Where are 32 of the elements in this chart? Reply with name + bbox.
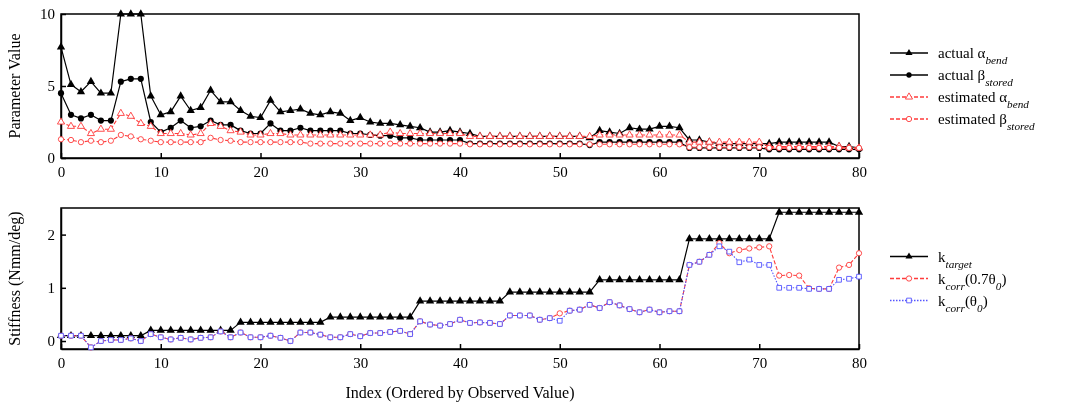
y-tick-label: 10 (40, 6, 55, 23)
x-tick-label: 20 (253, 354, 269, 371)
legend-label: estimated β$_{stored}$ (938, 111, 1035, 132)
x-tick-label: 20 (253, 163, 269, 180)
y-tick-label: 0 (47, 150, 55, 167)
x-tick-label: 10 (153, 354, 169, 371)
legend-label: k$_{target}$ (938, 248, 973, 270)
x-tick-label: 70 (752, 354, 768, 371)
x-tick-label: 60 (652, 354, 668, 371)
x-tick-label: 80 (852, 354, 867, 371)
x-tick-label: 10 (153, 163, 169, 180)
y-tick-label: 5 (47, 78, 55, 95)
y-axis-title: Stiffness (Nmm/deg) (6, 211, 24, 346)
x-tick-label: 40 (453, 163, 468, 180)
x-tick-label: 80 (852, 163, 867, 180)
legend-label: actual α$_{bend}$ (938, 45, 1008, 66)
x-tick-label: 40 (453, 354, 468, 371)
legend-label: actual β$_{stored}$ (938, 67, 1014, 88)
legend-label: k$_{corr}$(0.7θ$_{0}$) (938, 270, 1007, 292)
y-tick-label: 2 (47, 226, 55, 243)
x-tick-label: 70 (752, 163, 768, 180)
y-axis-title: Parameter Value (6, 33, 23, 139)
y-tick-label: 1 (47, 280, 55, 297)
x-tick-label: 50 (552, 163, 568, 180)
x-axis-title: Index (Ordered by Observed Value) (345, 384, 575, 402)
legend-label: k$_{corr}$(θ$_{0}$) (938, 292, 988, 314)
x-tick-label: 60 (652, 163, 668, 180)
x-tick-label: 30 (353, 354, 369, 371)
y-tick-label: 0 (47, 333, 55, 350)
legend-label: estimated α$_{bend}$ (938, 89, 1030, 110)
x-tick-label: 50 (552, 354, 568, 371)
x-tick-label: 30 (353, 163, 369, 180)
